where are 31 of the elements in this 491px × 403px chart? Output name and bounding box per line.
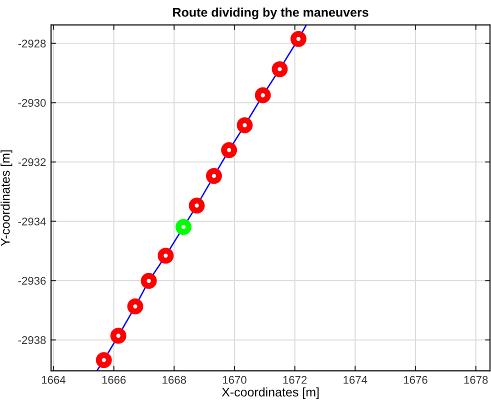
point: [236, 117, 253, 134]
x-tick-label: 1678: [464, 376, 488, 384]
y-tick-label: -2936: [18, 276, 46, 285]
point: [188, 198, 205, 214]
x-tick-label: 1668: [162, 376, 186, 384]
x-tick-label: 1670: [222, 376, 246, 384]
point: [158, 248, 174, 264]
point: [206, 168, 222, 184]
point: [140, 272, 157, 289]
x-tick-label: 1664: [42, 376, 66, 384]
y-tick-label: -2930: [18, 98, 46, 107]
point: [254, 87, 271, 104]
point: [272, 61, 288, 78]
chart-title: Route dividing by the maneuvers: [173, 8, 368, 20]
x-tick-label: 1672: [283, 376, 307, 384]
point: [290, 30, 306, 47]
x-tick-label: 1666: [102, 376, 126, 384]
point: [221, 142, 238, 158]
point: [127, 298, 144, 314]
x-axis-title: X-coordinates [m]: [222, 387, 319, 400]
y-tick-label: -2932: [18, 158, 46, 166]
line-series: [96, 24, 307, 371]
point: [176, 218, 192, 235]
x-tick-label: 1674: [344, 376, 368, 384]
y-axis-title: Y-coordinates [m]: [0, 150, 12, 246]
y-tick-label: -2928: [18, 40, 46, 48]
point: [96, 352, 112, 368]
y-tick-label: -2934: [18, 218, 46, 226]
x-tick-label: 1676: [404, 376, 428, 384]
point: [110, 328, 126, 344]
y-tick-label: -2938: [18, 336, 46, 344]
